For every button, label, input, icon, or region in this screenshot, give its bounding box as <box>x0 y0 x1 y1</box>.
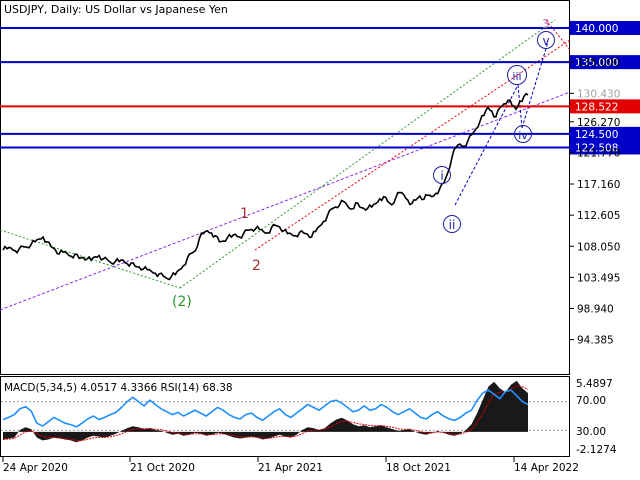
rsi-line <box>2 389 529 428</box>
level-tag-1 <box>570 55 640 70</box>
level-label-3: 124.500 <box>575 129 618 141</box>
date-axis: 24 Apr 2020 21 Oct 2020 21 Apr 2021 18 O… <box>2 457 579 474</box>
price-tick-0: 135.000 <box>577 57 620 69</box>
wave-path-i-iii <box>454 84 519 206</box>
price-panel <box>0 0 570 375</box>
price-tick-4: 117.160 <box>577 179 620 191</box>
trend-line-green-lower <box>0 229 181 289</box>
trend-lines <box>0 19 571 311</box>
indicator-tick-min: -2.1274 <box>576 444 617 456</box>
price-tick-8: 98.940 <box>577 304 614 316</box>
indicator-tick-max: 5.4897 <box>576 378 613 390</box>
wave-text-i: i <box>440 169 443 183</box>
indicator-label: MACD(5,34,5) 4.0517 4.3366 RSI(14) 68.38 <box>4 382 233 394</box>
chart-title: USDJPY, Daily: US Dollar vs Japanese Yen <box>4 3 228 16</box>
price-tick-2: 126.270 <box>577 117 620 129</box>
price-series <box>2 92 529 281</box>
wave-text-iv: iv <box>518 129 528 142</box>
trend-line-red <box>254 39 571 251</box>
macd-area <box>3 380 528 443</box>
date-tick-1: 21 Oct 2020 <box>130 462 195 474</box>
wave-label-i: i <box>433 166 451 184</box>
wave-label-ii: ii <box>443 215 461 233</box>
wave-label-iii: iii <box>507 65 527 85</box>
indicator-tick-70: 70.00 <box>576 395 606 407</box>
wave-circle-i <box>433 166 451 184</box>
indicator-series <box>1 380 569 443</box>
level-label-4: 122.508 <box>575 142 618 154</box>
price-tick-3: 121.770 <box>577 148 620 160</box>
wave-label-2: 2 <box>252 258 261 274</box>
price-tick-1: 130.430 <box>577 88 620 100</box>
wave-label-iv: iv <box>514 125 532 143</box>
wave-text-v: v <box>542 34 549 48</box>
price-tick-9: 94.385 <box>577 335 614 347</box>
wave-text-ii: ii <box>449 218 456 232</box>
date-tick-0: 24 Apr 2020 <box>3 462 68 474</box>
wave-label-3: 3 <box>542 17 550 31</box>
wave-label-2-paren: (2) <box>172 294 192 310</box>
level-tag-4 <box>570 140 640 155</box>
price-tick-7: 103.495 <box>577 272 620 284</box>
price-tick-5: 112.605 <box>577 210 620 222</box>
wave-circle-ii <box>443 215 461 233</box>
trend-line-green-upper <box>179 19 556 289</box>
level-tag-0 <box>570 20 640 35</box>
indicator-axis: 5.4897 70.00 30.00 -2.1274 <box>576 378 617 456</box>
level-tag-2 <box>570 99 640 114</box>
trend-line-red-short <box>545 19 571 51</box>
wave-labels: 1 2 (2) 3 i ii iii iv v <box>172 17 555 310</box>
price-line <box>2 92 529 281</box>
date-tick-2: 21 Apr 2021 <box>258 462 323 474</box>
level-label-1: 135.000 <box>575 57 618 69</box>
level-tag-3 <box>570 126 640 141</box>
level-label-2: 128.522 <box>575 101 618 113</box>
wave-circle-iv <box>514 125 532 143</box>
wave-label-v: v <box>537 31 555 49</box>
date-tick-4: 14 Apr 2022 <box>514 462 579 474</box>
wave-text-iii: iii <box>512 70 521 83</box>
indicator-tick-30: 30.00 <box>576 426 606 438</box>
wave-circle-v <box>537 31 555 49</box>
date-tick-3: 18 Oct 2021 <box>386 462 451 474</box>
wave-label-1: 1 <box>240 206 249 222</box>
wave-circle-iii <box>507 65 527 85</box>
price-tick-6: 108.050 <box>577 241 620 253</box>
level-label-0: 140.000 <box>575 23 618 35</box>
trend-line-purple <box>0 91 571 311</box>
macd-signal-line <box>2 385 529 441</box>
price-axis: 135.000 130.430 126.270 121.770 117.160 112.6… <box>569 57 620 347</box>
